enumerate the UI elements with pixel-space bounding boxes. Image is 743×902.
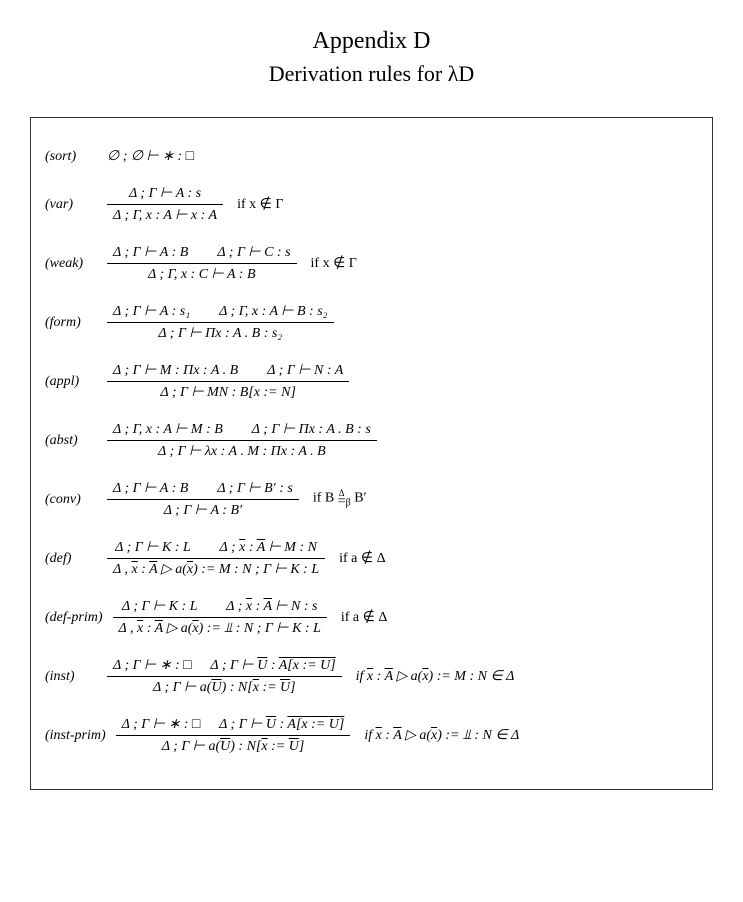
rule-abst-conclusion: Δ ; Γ ⊢ λx : A . M : Πx : A . B	[107, 441, 377, 460]
page-title: Appendix D	[30, 28, 713, 55]
rule-def-side: if a ∉ Δ	[339, 550, 385, 567]
rule-weak-name: (weak)	[45, 256, 97, 272]
rule-def-prim-name: (def-prim)	[45, 610, 103, 626]
rule-sort-body: ∅ ; ∅ ⊢ ∗ : □	[107, 148, 194, 165]
rule-weak-frac: Δ ; Γ ⊢ A : B Δ ; Γ ⊢ C : s Δ ; Γ, x : C…	[107, 244, 297, 283]
rule-var-frac: Δ ; Γ ⊢ A : s Δ ; Γ, x : A ⊢ x : A	[107, 185, 223, 224]
rule-inst: (inst) Δ ; Γ ⊢ ∗ : □ Δ ; Γ ⊢ U : A[x := …	[45, 657, 698, 696]
rule-form-name: (form)	[45, 315, 97, 331]
rule-var-side: if x ∉ Γ	[237, 196, 283, 213]
rule-conv-side-prefix: if B	[313, 491, 338, 506]
page-subtitle: Derivation rules for λD	[30, 61, 713, 87]
rule-inst-prim-name: (inst-prim)	[45, 728, 106, 744]
rule-appl: (appl) Δ ; Γ ⊢ M : Πx : A . B Δ ; Γ ⊢ N …	[45, 362, 698, 401]
rule-weak-prem-left: Δ ; Γ ⊢ A : B	[113, 245, 188, 260]
rule-conv-prem-right: Δ ; Γ ⊢ B′ : s	[217, 481, 293, 496]
rule-def-prim: (def-prim) Δ ; Γ ⊢ K : L Δ ; x : A ⊢ N :…	[45, 598, 698, 637]
rule-def-name: (def)	[45, 551, 97, 567]
rule-weak-side: if x ∉ Γ	[311, 255, 357, 272]
rule-abst-prem-left: Δ ; Γ, x : A ⊢ M : B	[113, 422, 223, 437]
rule-def: (def) Δ ; Γ ⊢ K : L Δ ; x : A ⊢ M : N Δ …	[45, 539, 698, 578]
rule-conv-rel-mid: =	[338, 497, 346, 507]
rule-inst-prim-prem-left: Δ ; Γ ⊢ ∗ : □	[122, 717, 201, 732]
rule-conv: (conv) Δ ; Γ ⊢ A : B Δ ; Γ ⊢ B′ : s Δ ; …	[45, 480, 698, 519]
rule-inst-side: if x : A ▷ a(x) := M : N ∈ Δ	[356, 668, 515, 685]
rule-appl-frac: Δ ; Γ ⊢ M : Πx : A . B Δ ; Γ ⊢ N : A Δ ;…	[107, 362, 349, 401]
rule-appl-prem-left: Δ ; Γ ⊢ M : Πx : A . B	[113, 363, 238, 378]
rule-abst-frac: Δ ; Γ, x : A ⊢ M : B Δ ; Γ ⊢ Πx : A . B …	[107, 421, 377, 460]
rules-box: (sort) ∅ ; ∅ ⊢ ∗ : □ (var) Δ ; Γ ⊢ A : s…	[30, 117, 713, 790]
rule-abst-name: (abst)	[45, 433, 97, 449]
rule-var-premise: Δ ; Γ ⊢ A : s	[107, 185, 223, 205]
rule-def-prim-prem-right: Δ ; x : A ⊢ N : s	[226, 599, 317, 614]
rule-var-name: (var)	[45, 197, 97, 213]
rule-inst-conclusion: Δ ; Γ ⊢ a(U) : N[x := U]	[107, 677, 342, 696]
rule-def-prim-conclusion: Δ , x : A ▷ a(x) := ⫫ : N ; Γ ⊢ K : L	[113, 618, 327, 637]
rule-def-frac: Δ ; Γ ⊢ K : L Δ ; x : A ⊢ M : N Δ , x : …	[107, 539, 325, 578]
rule-inst-prem-right: Δ ; Γ ⊢ U : A[x := U]	[210, 658, 335, 673]
rule-appl-conclusion: Δ ; Γ ⊢ MN : B[x := N]	[107, 382, 349, 401]
rule-var: (var) Δ ; Γ ⊢ A : s Δ ; Γ, x : A ⊢ x : A…	[45, 185, 698, 224]
rule-var-conclusion: Δ ; Γ, x : A ⊢ x : A	[107, 205, 223, 224]
rule-conv-conclusion: Δ ; Γ ⊢ A : B′	[107, 500, 299, 519]
rule-inst-prim-prem-right: Δ ; Γ ⊢ U : A[x := U]	[219, 717, 344, 732]
rule-inst-prim: (inst-prim) Δ ; Γ ⊢ ∗ : □ Δ ; Γ ⊢ U : A[…	[45, 716, 698, 755]
rule-weak-conclusion: Δ ; Γ, x : C ⊢ A : B	[107, 264, 297, 283]
rule-conv-side: if B Δ = β B′	[313, 490, 367, 509]
rule-inst-frac: Δ ; Γ ⊢ ∗ : □ Δ ; Γ ⊢ U : A[x := U] Δ ; …	[107, 657, 342, 696]
rule-conv-prem-left: Δ ; Γ ⊢ A : B	[113, 481, 188, 496]
rule-weak-prem-right: Δ ; Γ ⊢ C : s	[217, 245, 290, 260]
rule-form-frac: Δ ; Γ ⊢ A : s₁ Δ ; Γ, x : A ⊢ B : s₂ Δ ;…	[107, 303, 334, 342]
rule-form-prem-left: Δ ; Γ ⊢ A : s₁	[113, 304, 190, 319]
rule-inst-prim-side: if x : A ▷ a(x) := ⫫ : N ∈ Δ	[364, 727, 519, 744]
rule-def-prim-frac: Δ ; Γ ⊢ K : L Δ ; x : A ⊢ N : s Δ , x : …	[113, 598, 327, 637]
rule-abst: (abst) Δ ; Γ, x : A ⊢ M : B Δ ; Γ ⊢ Πx :…	[45, 421, 698, 460]
rule-inst-prim-conclusion: Δ ; Γ ⊢ a(U) : N[x := U]	[116, 736, 351, 755]
rule-conv-name: (conv)	[45, 492, 97, 508]
rule-form: (form) Δ ; Γ ⊢ A : s₁ Δ ; Γ, x : A ⊢ B :…	[45, 303, 698, 342]
rule-inst-prem-left: Δ ; Γ ⊢ ∗ : □	[113, 658, 192, 673]
rule-inst-prim-frac: Δ ; Γ ⊢ ∗ : □ Δ ; Γ ⊢ U : A[x := U] Δ ; …	[116, 716, 351, 755]
rule-weak: (weak) Δ ; Γ ⊢ A : B Δ ; Γ ⊢ C : s Δ ; Γ…	[45, 244, 698, 283]
rule-form-prem-right: Δ ; Γ, x : A ⊢ B : s₂	[219, 304, 327, 319]
rule-sort-name: (sort)	[45, 149, 97, 165]
rule-appl-prem-right: Δ ; Γ ⊢ N : A	[267, 363, 343, 378]
rule-sort: (sort) ∅ ; ∅ ⊢ ∗ : □	[45, 148, 698, 165]
rule-def-prem-right: Δ ; x : A ⊢ M : N	[220, 540, 317, 555]
rule-abst-prem-right: Δ ; Γ ⊢ Πx : A . B : s	[252, 422, 371, 437]
rule-conv-frac: Δ ; Γ ⊢ A : B Δ ; Γ ⊢ B′ : s Δ ; Γ ⊢ A :…	[107, 480, 299, 519]
rule-inst-name: (inst)	[45, 669, 97, 685]
rule-def-prim-prem-left: Δ ; Γ ⊢ K : L	[122, 599, 197, 614]
rule-conv-side-suffix: B′	[351, 491, 367, 506]
rule-def-conclusion: Δ , x : A ▷ a(x) := M : N ; Γ ⊢ K : L	[107, 559, 325, 578]
rule-def-prim-side: if a ∉ Δ	[341, 609, 387, 626]
rule-form-conclusion: Δ ; Γ ⊢ Πx : A . B : s₂	[107, 323, 334, 342]
rule-appl-name: (appl)	[45, 374, 97, 390]
rule-def-prem-left: Δ ; Γ ⊢ K : L	[115, 540, 190, 555]
